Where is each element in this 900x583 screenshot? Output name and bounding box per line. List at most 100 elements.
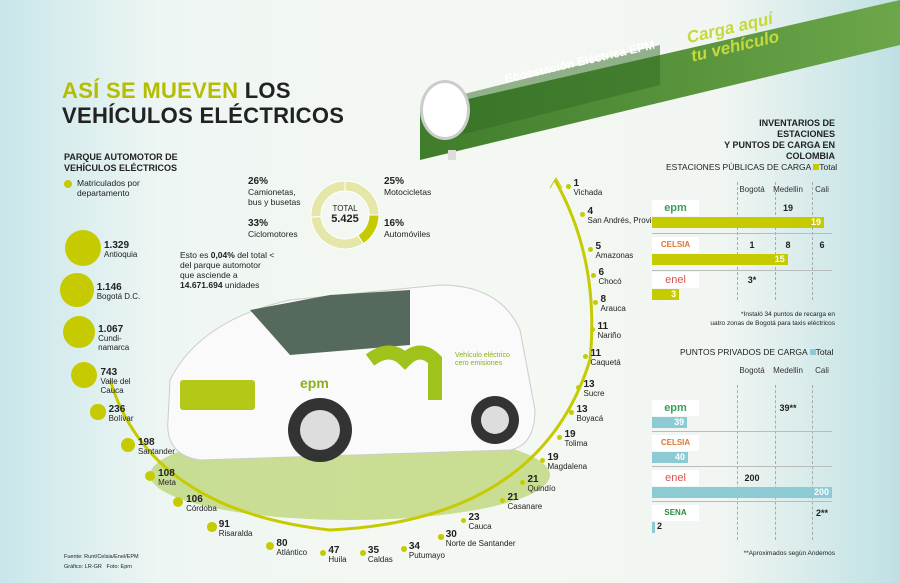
donut-slice xyxy=(310,215,364,250)
arc-arrow-icon xyxy=(549,177,563,189)
department-name: San Andrés, Providencia xyxy=(587,216,676,225)
column-header: Medellin xyxy=(773,185,803,194)
department-bubble xyxy=(401,546,407,552)
department-name: Caquetá xyxy=(590,358,621,367)
department-value: 236 xyxy=(108,404,126,415)
department-label: 91 Risaralda xyxy=(218,519,253,539)
legend-dot-icon xyxy=(64,180,72,188)
department-bubble xyxy=(90,404,106,420)
row-divider xyxy=(652,233,832,234)
column-header: Bogotá xyxy=(739,185,765,194)
station-emblem xyxy=(420,80,470,140)
legend-label: Total xyxy=(815,347,834,357)
cell-value: 1 xyxy=(749,240,755,250)
department-value: 21 xyxy=(507,492,519,503)
legend-text: Matriculados por xyxy=(77,178,140,188)
parque-heading: PARQUE AUTOMOTOR DE VEHÍCULOS ELÉCTRICOS xyxy=(64,152,178,174)
cell-value: 2** xyxy=(815,508,828,518)
department-name: Caldas xyxy=(367,555,393,564)
department-value: 91 xyxy=(218,519,230,530)
department-value: 743 xyxy=(100,367,118,378)
department-label: 4 San Andrés, Providencia xyxy=(587,207,676,226)
department-name: Sucre xyxy=(583,389,605,398)
department-bubble xyxy=(319,549,327,557)
column-divider xyxy=(812,385,813,540)
department-bubble xyxy=(460,517,466,523)
total-value: 5.425 xyxy=(331,213,359,225)
department-bubble xyxy=(121,438,135,452)
row-divider xyxy=(652,270,832,271)
inventory-heading: INVENTARIOS DE ESTACIONES Y PUNTOS DE CA… xyxy=(705,118,835,162)
donut-total: TOTAL 5.425 xyxy=(320,203,370,225)
company-logo-celsia: CELSIA xyxy=(652,237,699,253)
row-divider xyxy=(652,431,832,432)
donut-chart xyxy=(310,180,380,250)
heading-line: INVENTARIOS DE ESTACIONES xyxy=(759,118,835,139)
column-divider xyxy=(775,385,776,540)
column-divider xyxy=(737,385,738,540)
car-logo: epm xyxy=(300,375,329,391)
total-bar: 40 xyxy=(652,452,688,463)
charging-station-canopy xyxy=(420,0,900,160)
public-table-title: ESTACIONES PÚBLICAS DE CARGA Total xyxy=(666,162,837,172)
department-label: 23 Cauca xyxy=(469,513,492,532)
car-photo xyxy=(150,284,550,520)
total-label: TOTAL xyxy=(332,204,358,213)
department-value: 13 xyxy=(583,379,595,390)
slice-label-automoviles: 16% Automóviles xyxy=(384,218,430,240)
department-bubble xyxy=(590,272,596,278)
column-divider xyxy=(775,182,776,300)
table-title: ESTACIONES PÚBLICAS DE CARGA xyxy=(666,162,811,172)
department-value: 1.146 xyxy=(96,282,122,293)
column-divider xyxy=(812,182,813,300)
department-label: 1.146 Bogotá D.C. xyxy=(96,282,141,302)
department-label: 34 Putumayo xyxy=(409,542,445,561)
department-name: Norte de Santander xyxy=(445,539,516,548)
department-label: 1.067 Cundi-namarca xyxy=(98,325,146,353)
note-pct: 0,04% xyxy=(210,250,235,260)
department-bubble xyxy=(65,230,101,266)
department-bubble xyxy=(582,353,588,359)
slice-label-camionetas: 26% Camionetas, bus y busetas xyxy=(248,176,308,208)
department-name: Córdoba xyxy=(186,504,217,513)
column-divider xyxy=(737,182,738,300)
credit-source: Fuente: Runt/Celsia/Enel/EPM xyxy=(64,554,139,560)
department-value: 106 xyxy=(186,494,203,505)
legend-swatch-icon xyxy=(813,164,820,170)
department-label: 106 Córdoba xyxy=(186,494,217,514)
department-name: Boyacá xyxy=(576,414,604,423)
department-value: 5 xyxy=(595,241,602,252)
car-side-text: Vehículo eléctrico cero emisiones xyxy=(455,352,510,368)
department-bubble xyxy=(592,299,598,305)
department-bubble xyxy=(70,361,98,389)
legend-swatch-icon xyxy=(809,349,816,355)
credit-graphic: Gráfico: LR-GR xyxy=(64,564,102,570)
legend-label: Total xyxy=(819,162,838,172)
total-bar: 19 xyxy=(652,217,824,228)
department-bubble xyxy=(60,273,94,307)
department-name: Vichada xyxy=(573,188,603,197)
department-label: 1 Vichada xyxy=(573,178,603,198)
department-bubble xyxy=(438,534,444,540)
department-bubble xyxy=(519,479,525,485)
note-text: unidades xyxy=(222,280,260,290)
pct: 33% xyxy=(248,218,269,229)
department-value: 30 xyxy=(445,529,457,540)
department-value: 108 xyxy=(158,468,175,479)
department-value: 13 xyxy=(576,404,588,415)
credit-photo: Foto: Epm xyxy=(106,564,132,570)
row-divider xyxy=(652,466,832,467)
department-label: 11 Nariño xyxy=(598,322,622,341)
department-bubble xyxy=(172,496,184,508)
department-name: Bogotá D.C. xyxy=(96,292,141,301)
footnote-line: *Instaló 34 puntos de recarga en xyxy=(741,311,835,318)
department-value: 1 xyxy=(573,178,580,189)
private-table-title: PUNTOS PRIVADOS DE CARGA Total xyxy=(680,347,834,357)
footnote-private: **Aproximados según Andemos xyxy=(743,550,835,557)
department-label: 19 Tolima xyxy=(565,430,588,449)
department-value: 47 xyxy=(328,545,340,556)
department-bubble xyxy=(565,183,571,189)
department-value: 35 xyxy=(367,545,380,556)
department-value: 21 xyxy=(527,474,539,485)
department-label: 21 Casanare xyxy=(507,492,543,512)
